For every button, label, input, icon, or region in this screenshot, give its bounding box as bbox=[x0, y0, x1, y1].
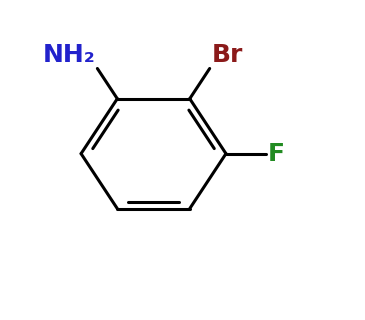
Text: NH₂: NH₂ bbox=[43, 43, 96, 67]
Text: Br: Br bbox=[211, 43, 243, 67]
Text: F: F bbox=[268, 142, 285, 166]
